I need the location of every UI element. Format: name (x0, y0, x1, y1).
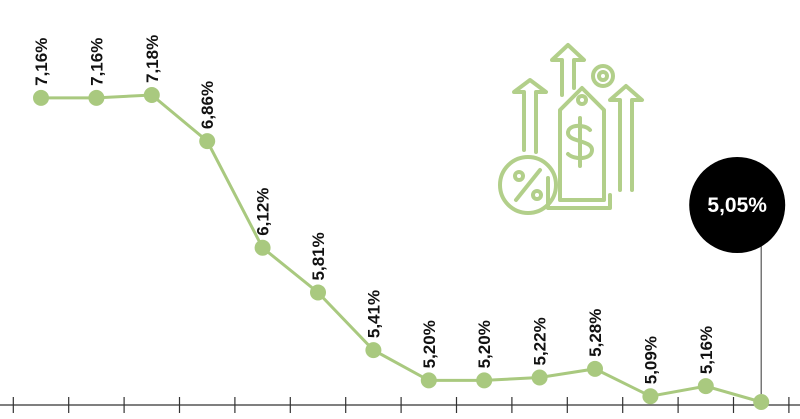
value-label: 7,16% (32, 38, 51, 86)
value-label: 6,12% (254, 188, 273, 236)
callout-bubble (689, 157, 786, 253)
data-point (254, 239, 271, 256)
value-label: 5,16% (697, 326, 716, 374)
data-point (33, 89, 49, 106)
data-point (476, 372, 493, 389)
value-label: 5,05% (707, 194, 767, 217)
data-point (199, 133, 216, 150)
data-point (143, 87, 160, 103)
value-label: 7,18% (143, 35, 162, 83)
value-label: 7,16% (87, 38, 106, 86)
data-point (365, 342, 382, 359)
price-icon (498, 43, 644, 215)
data-point (697, 378, 714, 395)
data-point (753, 394, 770, 410)
data-point (642, 388, 659, 405)
data-line (41, 93, 762, 404)
data-point (310, 284, 326, 301)
value-label: 5,41% (364, 290, 383, 338)
value-label: 5,09% (641, 336, 660, 384)
data-point (420, 372, 437, 389)
data-point (88, 89, 105, 106)
value-label: 6,86% (198, 81, 217, 129)
value-label: 5,22% (531, 317, 550, 365)
data-point (587, 360, 603, 377)
value-label: 5,81% (309, 232, 328, 280)
value-label: 5,28% (586, 309, 605, 357)
value-label: 5,20% (420, 320, 439, 368)
value-label: 5,20% (475, 320, 494, 368)
data-point (531, 369, 548, 386)
